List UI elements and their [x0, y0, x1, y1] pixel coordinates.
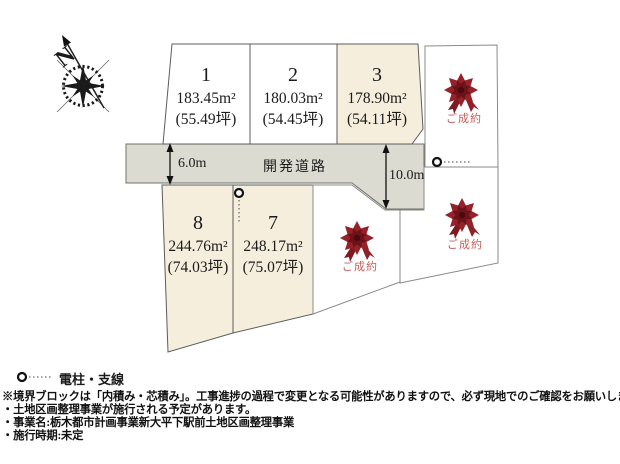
plot-area-m2: 244.76m² [168, 238, 228, 255]
sold-badge: ご成約 [447, 239, 483, 251]
road-name-label: 開発道路 [263, 160, 327, 175]
plot-3-label: 3 178.90m² (54.11坪) [347, 62, 407, 130]
sold-plot-c-shape [399, 166, 499, 284]
sold-badge: ご成約 [446, 113, 482, 125]
plot-3-shape [336, 43, 424, 145]
road-width-10m-label: 10.0m [389, 168, 425, 183]
note-line: ・施行時期:未定 [2, 430, 84, 442]
plot-area-tsubo: (74.03坪) [167, 259, 229, 276]
plot-number: 8 [192, 212, 203, 234]
note-line: ・事業名:栃木都市計画事業新大平下駅前土地区画整理事業 [2, 417, 295, 429]
plot-2-label: 2 180.03m² (54.45坪) [263, 62, 324, 130]
note-line: ・土地区画整理事業が施行される予定があります。 [2, 404, 257, 416]
utility-pole-icon [431, 156, 470, 168]
plot-area-tsubo: (54.11坪) [346, 111, 408, 128]
plot-area-m2: 178.90m² [347, 90, 407, 107]
utility-pole-icon [233, 187, 245, 222]
plot-7-label: 7 248.17m² (75.07坪) [243, 210, 304, 278]
plot-number: 7 [267, 212, 278, 234]
sold-badge: ご成約 [342, 261, 378, 273]
plot-area-tsubo: (55.49坪) [175, 111, 237, 128]
compass-rose-icon [56, 35, 110, 113]
note-line: ※境界ブロックは「内積み・芯積み」。工事進捗の過程で変更となる可能性がありますの… [2, 391, 620, 403]
dimension-arrow-10m [382, 144, 390, 209]
road-width-6m-label: 6.0m [178, 156, 207, 171]
plot-area-tsubo: (54.45坪) [262, 111, 324, 128]
plot-area-m2: 180.03m² [263, 90, 323, 107]
plot-number: 2 [287, 64, 298, 86]
plot-area-tsubo: (75.07坪) [242, 259, 304, 276]
plot-area-m2: 248.17m² [243, 238, 303, 255]
plot-number: 3 [372, 64, 382, 86]
plot-number: 1 [200, 64, 211, 86]
legend-pole-icon [16, 371, 53, 383]
dimension-arrow-6m [166, 143, 174, 185]
plot-1-label: 1 183.45m² (55.49坪) [176, 62, 237, 130]
plot-area-m2: 183.45m² [176, 90, 236, 107]
legend-pole-label: 電柱・支線 [59, 372, 125, 387]
plot-8-label: 8 244.76m² (74.03坪) [168, 210, 229, 278]
